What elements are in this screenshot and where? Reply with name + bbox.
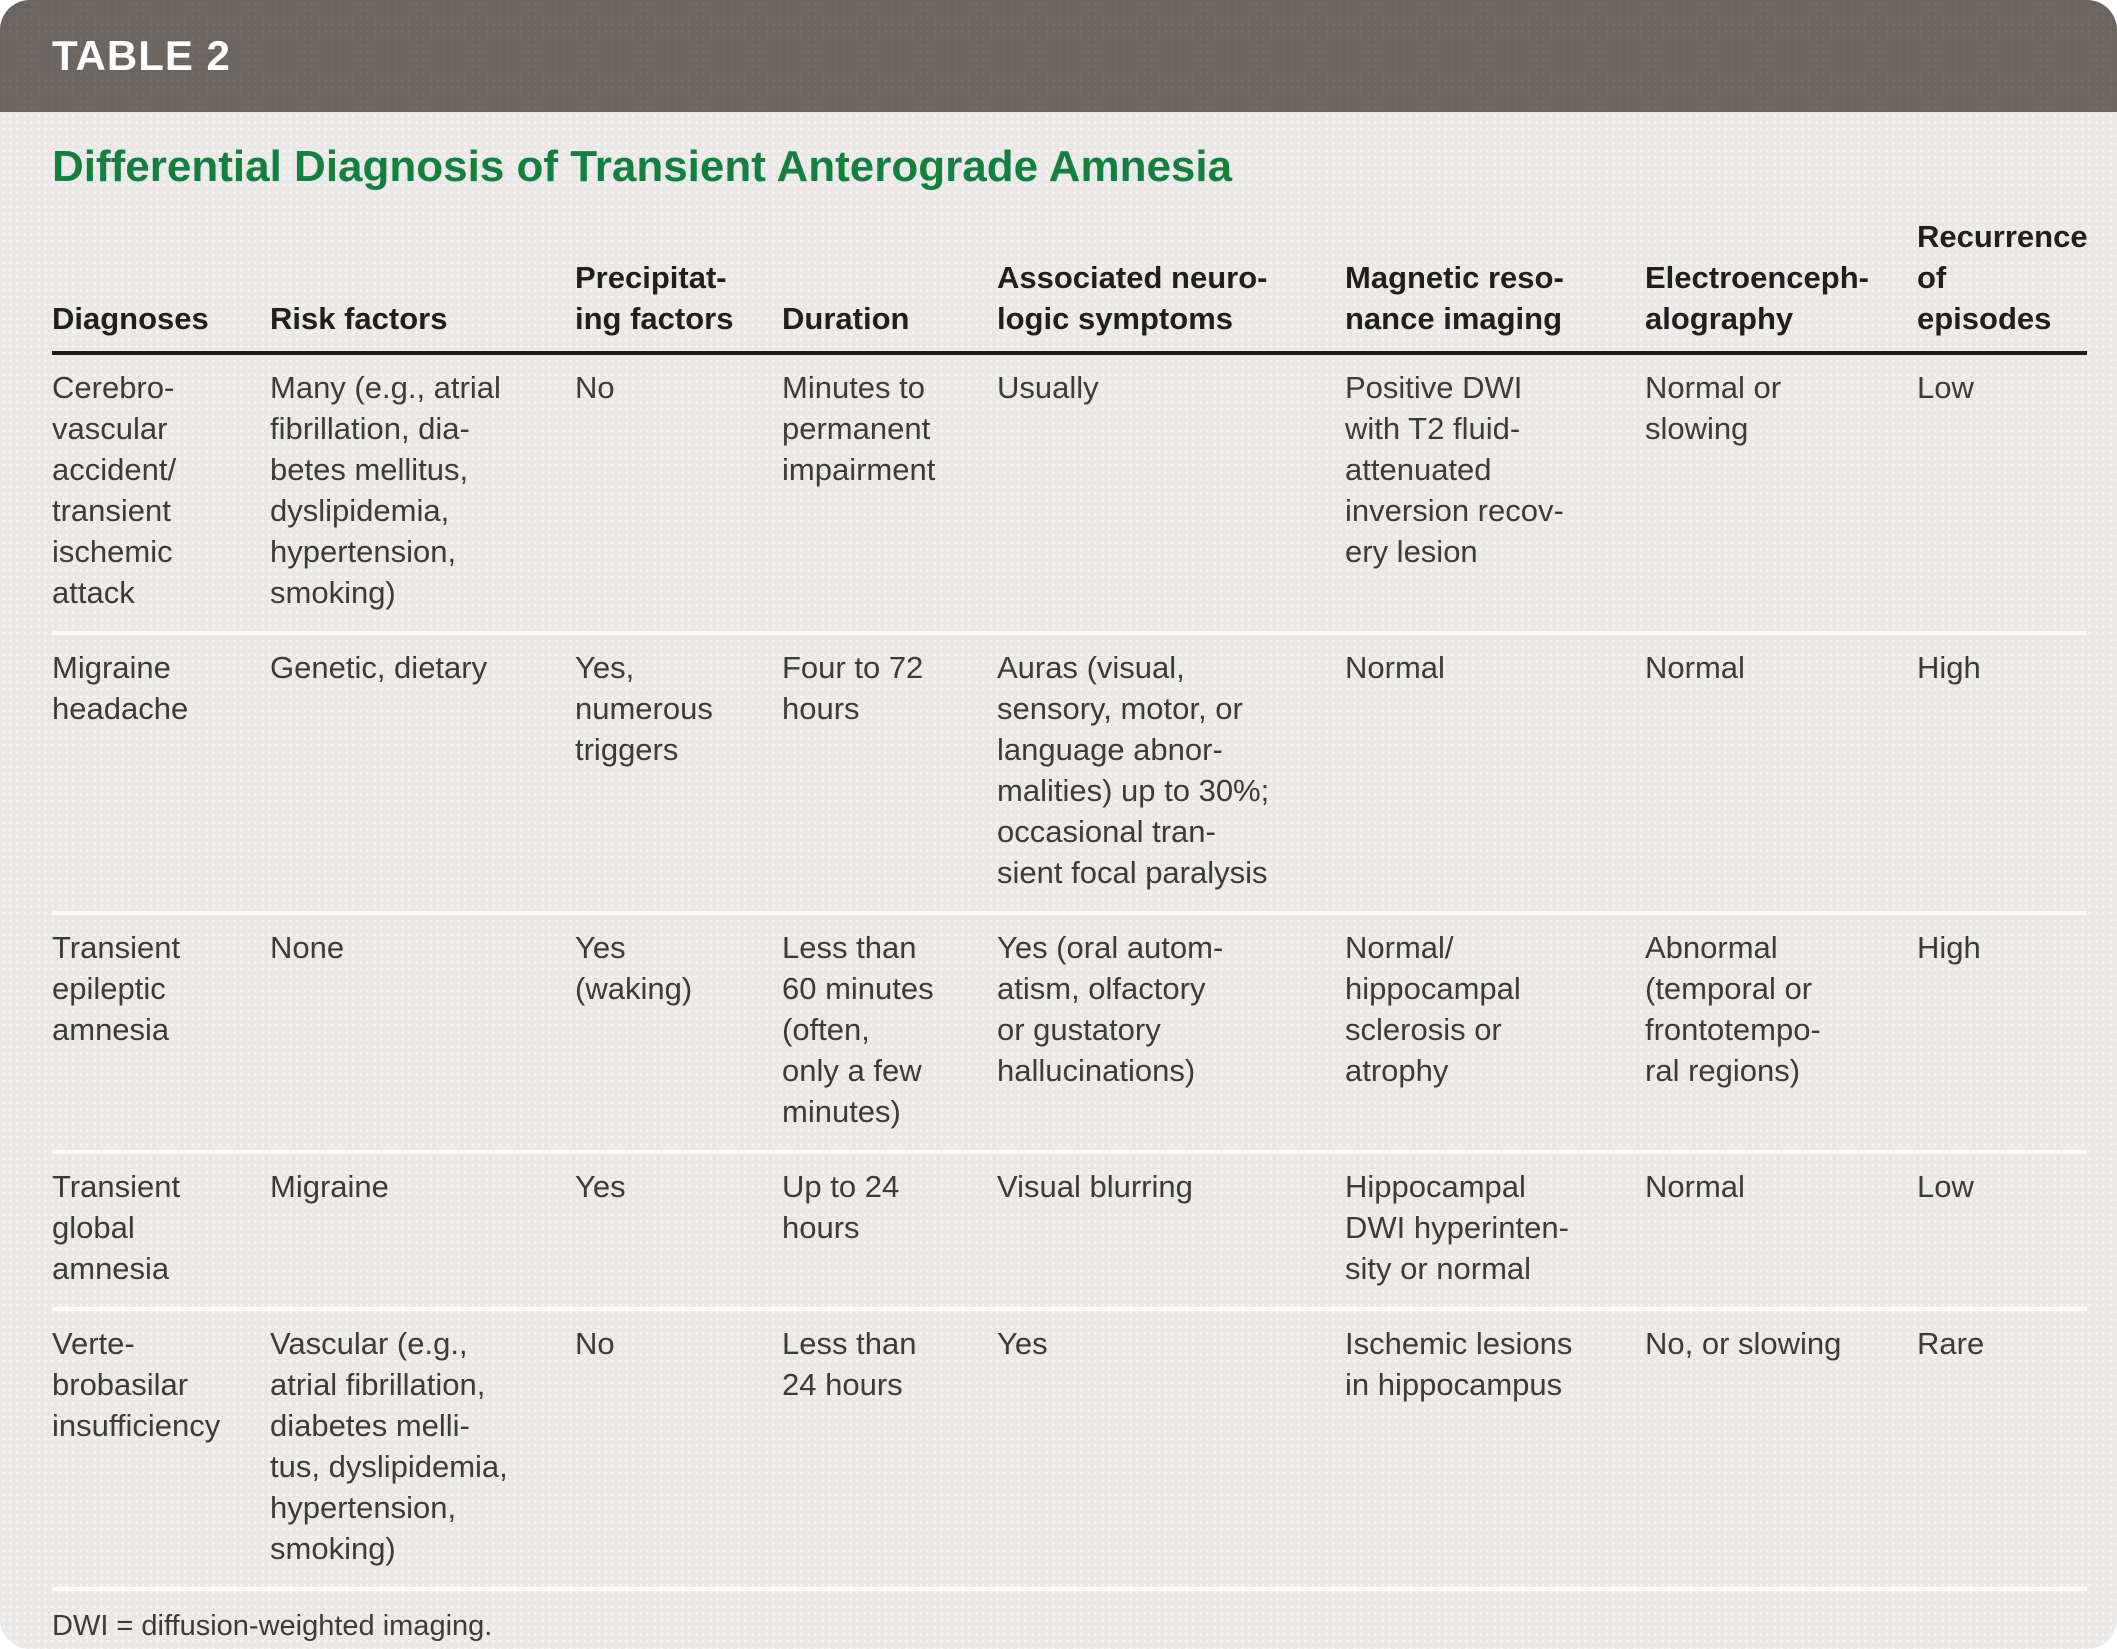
header-cell-risk-factors: Risk factors xyxy=(270,301,448,336)
header-cell-precipitating-factors: Precipitat- ing factors xyxy=(575,260,734,336)
table-row: Verte- brobasilar insufficiency Vascular… xyxy=(52,1311,2087,1591)
cell-diagnosis: Cerebro- vascular accident/ transient is… xyxy=(52,370,177,610)
table-title: Differential Diagnosis of Transient Ante… xyxy=(52,142,1233,191)
cell-duration: Minutes to permanent impairment xyxy=(782,370,936,487)
table-header-row: Diagnoses Risk factors Precipitat- ing f… xyxy=(52,192,2088,355)
cell-duration: Less than 60 minutes (often, only a few … xyxy=(782,930,934,1129)
cell-risk-factors: Many (e.g., atrial fibrillation, dia- be… xyxy=(270,370,501,610)
cell-risk-factors: Genetic, dietary xyxy=(270,650,488,685)
cell-precipitating-factors: No xyxy=(575,1326,615,1361)
cell-electroencephalography: Normal or slowing xyxy=(1645,370,1782,446)
cell-recurrence-of-episodes: Low xyxy=(1917,370,1974,405)
header-cell-associated-neurologic-symptoms: Associated neuro- logic symptoms xyxy=(997,260,1268,336)
cell-duration: Up to 24 hours xyxy=(782,1169,900,1245)
table-number-label: TABLE 2 xyxy=(52,32,231,79)
cell-diagnosis: Verte- brobasilar insufficiency xyxy=(52,1326,221,1443)
cell-electroencephalography: Normal xyxy=(1645,1169,1745,1204)
cell-recurrence-of-episodes: High xyxy=(1917,930,1981,965)
header-cell-electroencephalography: Electroenceph- alography xyxy=(1645,260,1869,336)
cell-magnetic-resonance-imaging: Normal/ hippocampal sclerosis or atrophy xyxy=(1345,930,1521,1088)
cell-duration: Four to 72 hours xyxy=(782,650,924,726)
cell-diagnosis: Migraine headache xyxy=(52,650,189,726)
cell-magnetic-resonance-imaging: Hippocampal DWI hyperinten- sity or norm… xyxy=(1345,1169,1569,1286)
cell-associated-neurologic-symptoms: Usually xyxy=(997,370,1099,405)
cell-magnetic-resonance-imaging: Ischemic lesions in hippocampus xyxy=(1345,1326,1573,1402)
cell-precipitating-factors: No xyxy=(575,370,615,405)
cell-associated-neurologic-symptoms: Yes xyxy=(997,1326,1048,1361)
cell-risk-factors: Migraine xyxy=(270,1169,389,1204)
header-cell-diagnoses: Diagnoses xyxy=(52,301,209,336)
cell-diagnosis: Transient global amnesia xyxy=(52,1169,181,1286)
table-number-bar: TABLE 2 xyxy=(0,0,2117,112)
cell-diagnosis: Transient epileptic amnesia xyxy=(52,930,181,1047)
cell-precipitating-factors: Yes xyxy=(575,1169,626,1204)
cell-precipitating-factors: Yes, numerous triggers xyxy=(575,650,713,767)
header-cell-recurrence-of-episodes: Recurrence of episodes xyxy=(1917,219,2088,336)
cell-recurrence-of-episodes: Rare xyxy=(1917,1326,1985,1361)
table-content: Differential Diagnosis of Transient Ante… xyxy=(0,142,2117,1645)
cell-risk-factors: Vascular (e.g., atrial fibrillation, dia… xyxy=(270,1326,508,1566)
cell-electroencephalography: No, or slowing xyxy=(1645,1326,1842,1361)
cell-duration: Less than 24 hours xyxy=(782,1326,917,1402)
cell-electroencephalography: Normal xyxy=(1645,650,1745,685)
cell-risk-factors: None xyxy=(270,930,345,965)
cell-recurrence-of-episodes: Low xyxy=(1917,1169,1974,1204)
cell-recurrence-of-episodes: High xyxy=(1917,650,1981,685)
table-row: Transient epileptic amnesia None Yes (wa… xyxy=(52,915,2087,1154)
cell-electroencephalography: Abnormal (temporal or frontotempo- ral r… xyxy=(1645,930,1821,1088)
header-cell-duration: Duration xyxy=(782,301,910,336)
cell-magnetic-resonance-imaging: Normal xyxy=(1345,650,1445,685)
cell-associated-neurologic-symptoms: Visual blurring xyxy=(997,1169,1193,1204)
cell-associated-neurologic-symptoms: Yes (oral autom- atism, olfactory or gus… xyxy=(997,930,1224,1088)
header-cell-magnetic-resonance-imaging: Magnetic reso- nance imaging xyxy=(1345,260,1564,336)
table-row: Cerebro- vascular accident/ transient is… xyxy=(52,355,2087,635)
table-footnote: DWI = diffusion-weighted imaging. xyxy=(52,1610,493,1642)
cell-magnetic-resonance-imaging: Positive DWI with T2 fluid- attenuated i… xyxy=(1345,370,1564,569)
cell-precipitating-factors: Yes (waking) xyxy=(575,930,693,1006)
cell-associated-neurologic-symptoms: Auras (visual, sensory, motor, or langua… xyxy=(997,650,1270,890)
table-row: Transient global amnesia Migraine Yes Up… xyxy=(52,1154,2087,1311)
table-row: Migraine headache Genetic, dietary Yes, … xyxy=(52,635,2087,915)
